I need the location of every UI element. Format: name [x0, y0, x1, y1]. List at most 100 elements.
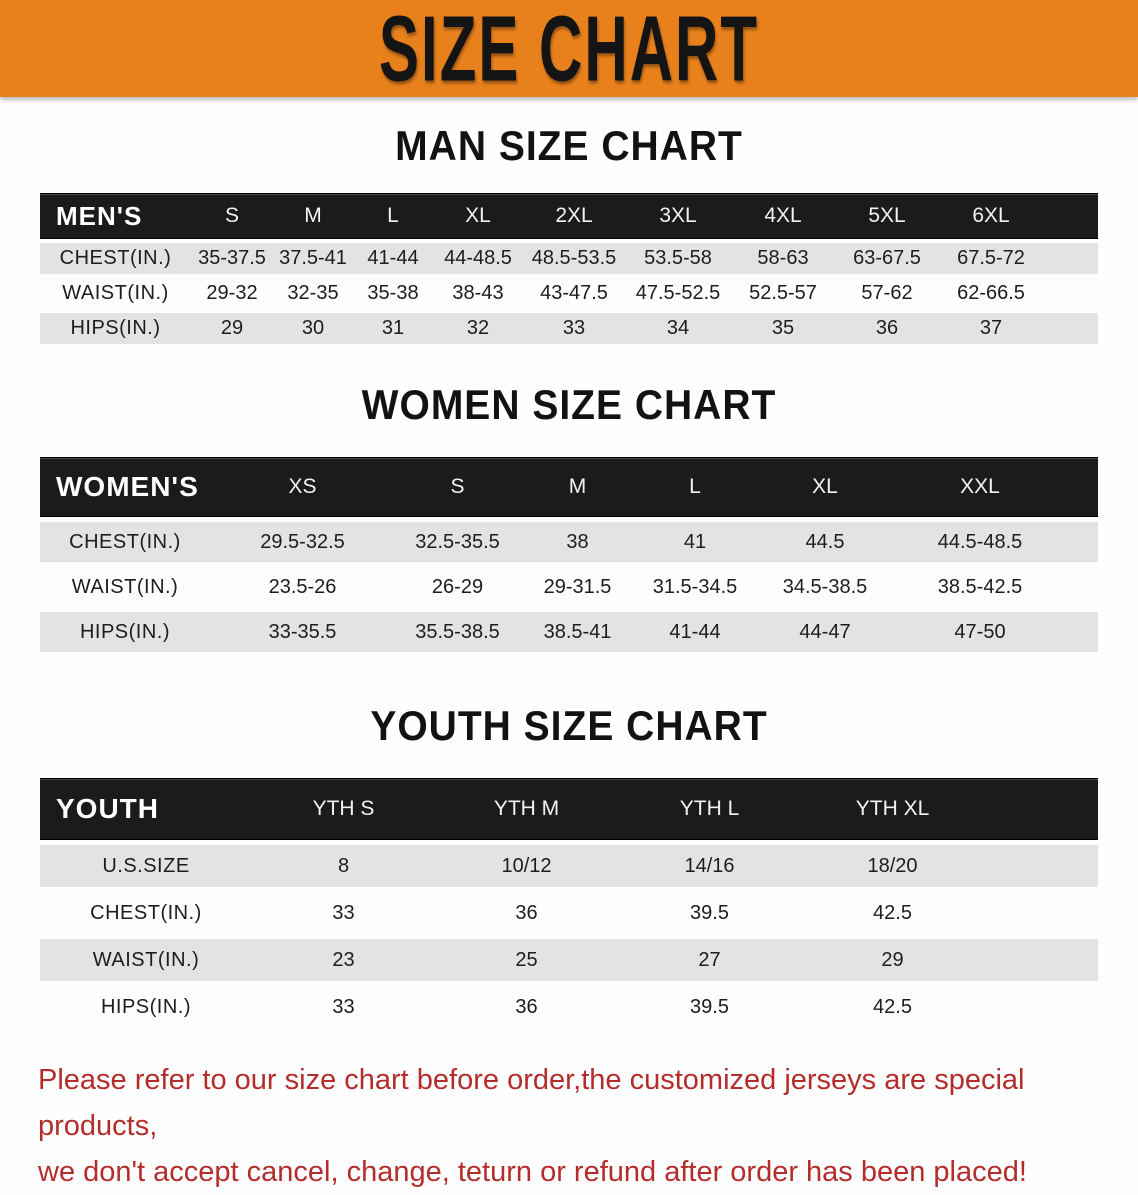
measurement-value: 36: [435, 986, 618, 1028]
size-column-header: M: [520, 457, 635, 517]
measurement-row: U.S.SIZE 8 10/12 14/16 18/20: [40, 845, 1098, 887]
measurement-row: WAIST(IN.) 23.5-26 26-29 29-31.5 31.5-34.5 34…: [40, 567, 1098, 607]
measurement-value: 32.5-35.5: [395, 522, 520, 562]
measurement-value: 26-29: [395, 567, 520, 607]
row-filler: [1043, 313, 1098, 344]
row-filler: [1043, 278, 1098, 309]
size-column-header: XL: [433, 193, 523, 239]
table-header-row: MEN'S S M L XL 2XL 3XL 4XL 5XL 6XL: [40, 193, 1098, 239]
row-filler: [1065, 612, 1098, 652]
measurement-value: 41-44: [635, 612, 755, 652]
measurement-value: 29-31.5: [520, 567, 635, 607]
measurement-label: U.S.SIZE: [40, 845, 252, 887]
measurement-value: 34.5-38.5: [755, 567, 895, 607]
row-filler: [1043, 243, 1098, 274]
measurement-value: 35-37.5: [191, 243, 273, 274]
order-policy-note: Please refer to our size chart before or…: [0, 1057, 1138, 1195]
measurement-value: 43-47.5: [523, 278, 625, 309]
size-column-header: L: [353, 193, 433, 239]
measurement-value: 32: [433, 313, 523, 344]
measurement-value: 32-35: [273, 278, 353, 309]
mens-section-heading: MAN SIZE CHART: [395, 123, 743, 170]
measurement-value: 57-62: [835, 278, 939, 309]
size-column-header: YTH XL: [801, 778, 984, 840]
size-column-header: XXL: [895, 457, 1065, 517]
measurement-value: 44-48.5: [433, 243, 523, 274]
measurement-value: 29: [801, 939, 984, 981]
measurement-value: 33: [523, 313, 625, 344]
row-filler: [1065, 567, 1098, 607]
measurement-value: 18/20: [801, 845, 984, 887]
banner-title: SIZE CHART: [379, 0, 759, 101]
measurement-row: CHEST(IN.) 29.5-32.5 32.5-35.5 38 41 44.5 44.5…: [40, 522, 1098, 562]
measurement-row: HIPS(IN.) 33-35.5 35.5-38.5 38.5-41 41-44 44-…: [40, 612, 1098, 652]
measurement-row: HIPS(IN.) 33 36 39.5 42.5: [40, 986, 1098, 1028]
size-column-header: M: [273, 193, 353, 239]
mens-size-section: MAN SIZE CHART MEN'S S M L XL 2XL 3XL 4XL 5XL 6XL…: [0, 123, 1138, 348]
measurement-label: HIPS(IN.): [40, 313, 191, 344]
measurement-value: 31.5-34.5: [635, 567, 755, 607]
measurement-value: 10/12: [435, 845, 618, 887]
size-column-header: YTH L: [618, 778, 801, 840]
measurement-value: 33: [252, 892, 435, 934]
measurement-value: 25: [435, 939, 618, 981]
womens-section-heading: WOMEN SIZE CHART: [361, 382, 777, 429]
measurement-label: WAIST(IN.): [40, 278, 191, 309]
size-column-header: YTH S: [252, 778, 435, 840]
header-filler: [984, 778, 1098, 840]
measurement-value: 38.5-42.5: [895, 567, 1065, 607]
measurement-label: HIPS(IN.): [40, 986, 252, 1028]
measurement-row: CHEST(IN.) 35-37.5 37.5-41 41-44 44-48.5 48.5…: [40, 243, 1098, 274]
measurement-value: 23: [252, 939, 435, 981]
measurement-value: 48.5-53.5: [523, 243, 625, 274]
measurement-value: 35-38: [353, 278, 433, 309]
measurement-row: HIPS(IN.) 29 30 31 32 33 34 35 36 37: [40, 313, 1098, 344]
table-header-row: WOMEN'S XS S M L XL XXL: [40, 457, 1098, 517]
mens-corner-label: MEN'S: [40, 193, 191, 239]
measurement-value: 52.5-57: [731, 278, 835, 309]
measurement-value: 14/16: [618, 845, 801, 887]
measurement-value: 62-66.5: [939, 278, 1043, 309]
size-column-header: YTH M: [435, 778, 618, 840]
measurement-value: 34: [625, 313, 731, 344]
measurement-value: 33: [252, 986, 435, 1028]
size-column-header: S: [395, 457, 520, 517]
measurement-value: 29.5-32.5: [210, 522, 395, 562]
measurement-label: WAIST(IN.): [40, 939, 252, 981]
youth-size-table: YOUTH YTH S YTH M YTH L YTH XL U.S.SIZE 8 10/12…: [40, 773, 1098, 1033]
size-column-header: XL: [755, 457, 895, 517]
row-filler: [1065, 522, 1098, 562]
measurement-value: 42.5: [801, 986, 984, 1028]
measurement-value: 29: [191, 313, 273, 344]
table-header-row: YOUTH YTH S YTH M YTH L YTH XL: [40, 778, 1098, 840]
measurement-row: CHEST(IN.) 33 36 39.5 42.5: [40, 892, 1098, 934]
womens-size-table: WOMEN'S XS S M L XL XXL CHEST(IN.) 29.5-32.5 32.5…: [40, 452, 1098, 657]
size-column-header: 3XL: [625, 193, 731, 239]
youth-size-section: YOUTH SIZE CHART YOUTH YTH S YTH M YTH L YTH…: [0, 703, 1138, 1033]
measurement-label: CHEST(IN.): [40, 243, 191, 274]
measurement-value: 36: [835, 313, 939, 344]
order-policy-line-2: we don't accept cancel, change, teturn o…: [38, 1156, 1027, 1188]
measurement-value: 38-43: [433, 278, 523, 309]
row-filler: [984, 892, 1098, 934]
measurement-value: 39.5: [618, 986, 801, 1028]
measurement-value: 39.5: [618, 892, 801, 934]
measurement-value: 33-35.5: [210, 612, 395, 652]
measurement-value: 38.5-41: [520, 612, 635, 652]
measurement-value: 37.5-41: [273, 243, 353, 274]
measurement-value: 41: [635, 522, 755, 562]
measurement-value: 29-32: [191, 278, 273, 309]
measurement-value: 35: [731, 313, 835, 344]
measurement-value: 37: [939, 313, 1043, 344]
size-column-header: S: [191, 193, 273, 239]
header-filler: [1043, 193, 1098, 239]
measurement-row: WAIST(IN.) 23 25 27 29: [40, 939, 1098, 981]
measurement-row: WAIST(IN.) 29-32 32-35 35-38 38-43 43-47.5 47.…: [40, 278, 1098, 309]
measurement-label: WAIST(IN.): [40, 567, 210, 607]
measurement-value: 63-67.5: [835, 243, 939, 274]
measurement-label: CHEST(IN.): [40, 522, 210, 562]
order-policy-line-1: Please refer to our size chart before or…: [38, 1064, 1025, 1142]
measurement-value: 58-63: [731, 243, 835, 274]
measurement-value: 44-47: [755, 612, 895, 652]
womens-size-section: WOMEN SIZE CHART WOMEN'S XS S M L XL XXL CHEST(…: [0, 382, 1138, 657]
